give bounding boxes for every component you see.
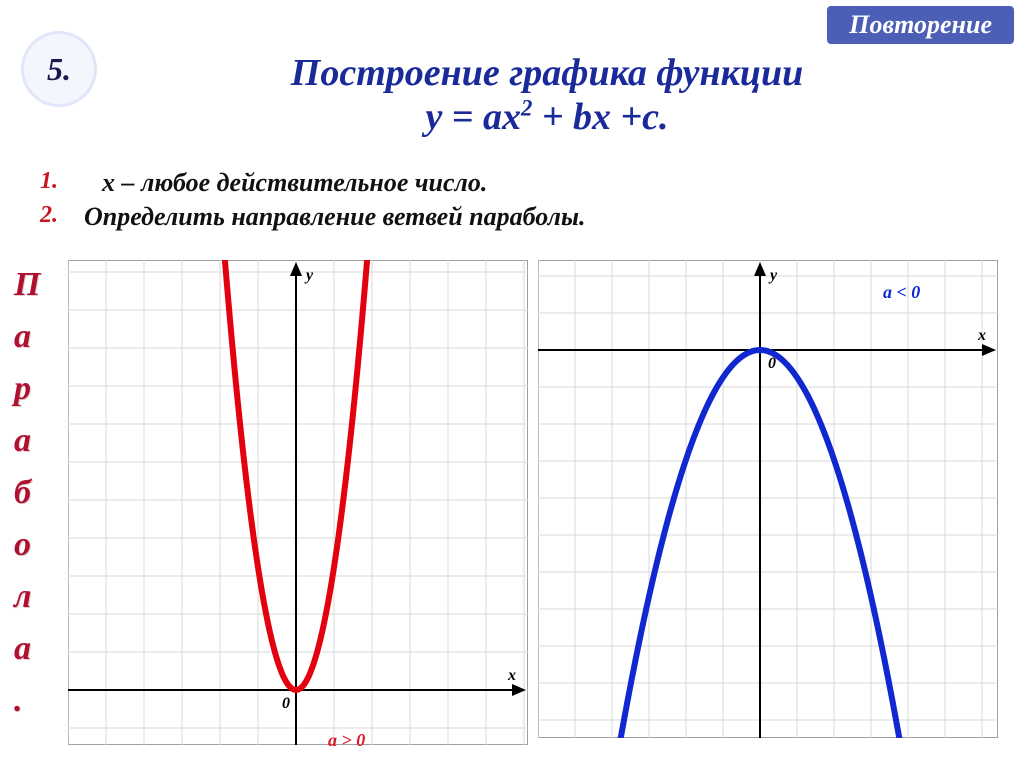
list-text-1: x – любое действительное число. <box>84 168 1004 198</box>
list-num-2: 2. <box>40 202 84 232</box>
svg-text:x: x <box>507 667 516 684</box>
coef-label-left: a > 0 <box>328 730 365 751</box>
charts-container: 0 x y a > 0 0 x y a < 0 <box>68 260 1014 757</box>
coef-label-right: a < 0 <box>883 282 920 303</box>
chart-left: 0 x y <box>68 260 528 745</box>
svg-text:y: y <box>304 267 314 284</box>
vlabel-letter: л <box>14 580 40 614</box>
vlabel-letter: б <box>14 476 40 510</box>
svg-text:x: x <box>977 327 986 344</box>
vlabel-letter: . <box>14 684 40 718</box>
list-num-1: 1. <box>40 168 84 198</box>
steps-list: 1. x – любое действительное число. 2. Оп… <box>40 168 1004 236</box>
vlabel-letter: а <box>14 632 40 666</box>
vertical-label-parabola: Парабола. <box>14 268 40 728</box>
slide-number-badge: 5. <box>24 34 94 104</box>
svg-text:0: 0 <box>282 695 290 712</box>
header-tab: Повторение <box>827 6 1014 44</box>
svg-text:y: y <box>768 267 778 284</box>
list-item: 1. x – любое действительное число. <box>40 168 1004 198</box>
slide-title: Построение графика функции y = ax2 + bx … <box>90 52 1004 140</box>
vlabel-letter: а <box>14 320 40 354</box>
title-line2: y = ax2 + bx +c. <box>425 96 668 138</box>
list-item: 2. Определить направление ветвей парабол… <box>40 202 1004 232</box>
title-line1: Построение графика функции <box>291 52 803 94</box>
vlabel-letter: а <box>14 424 40 458</box>
list-text-2: Определить направление ветвей параболы. <box>84 202 1004 232</box>
vlabel-letter: р <box>14 372 40 406</box>
chart-right-wrap: 0xy a < 0 <box>538 260 998 757</box>
chart-right: 0xy <box>538 260 998 738</box>
vlabel-letter: П <box>14 268 40 302</box>
vlabel-letter: о <box>14 528 40 562</box>
chart-left-wrap: 0 x y a > 0 <box>68 260 528 757</box>
